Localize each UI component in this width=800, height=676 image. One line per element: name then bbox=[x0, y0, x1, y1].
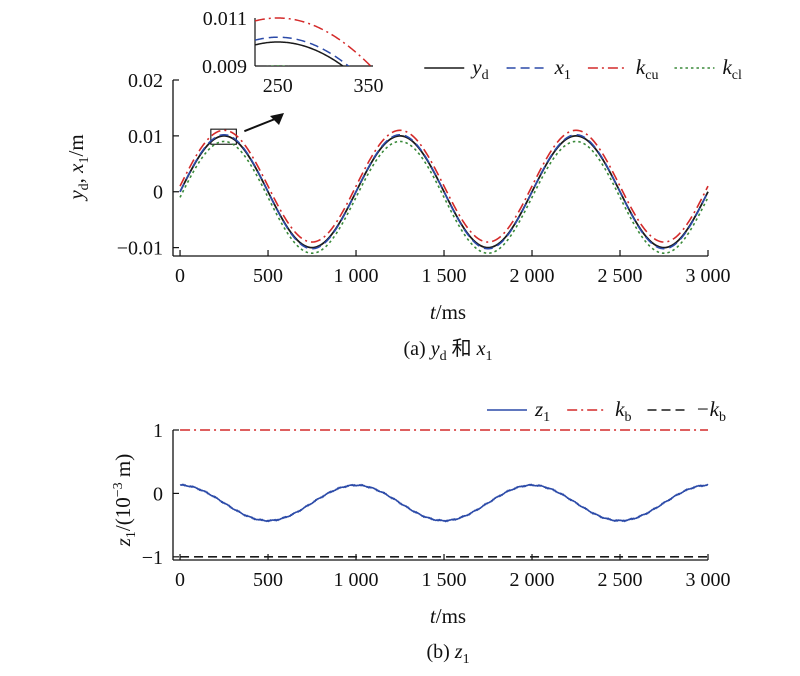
panel-b-x-tick-label: 3 000 bbox=[686, 569, 731, 591]
inset-x-tick-label: 350 bbox=[353, 75, 383, 97]
panel-b-axes: 0 500 1 000 1 500 2 000 2 500 3 000 −1 0 1 bbox=[142, 420, 731, 591]
series-k-cu bbox=[179, 129, 709, 243]
panel-a-legend-label: kcl bbox=[722, 55, 742, 83]
panel-a-axes: 0 500 1 000 1 500 2 000 2 500 3 000 −0.01 0 0.01 0… bbox=[117, 70, 731, 287]
panel-a-x-tick-label: 500 bbox=[253, 265, 283, 287]
panel-a-inset: 250 350 0.009 0.011 bbox=[202, 8, 383, 97]
panel-b-legend-label: z1 bbox=[534, 397, 550, 425]
inset-series-k-cu bbox=[255, 17, 372, 66]
inset-series bbox=[255, 17, 372, 66]
panel-a-y-tick-label: 0.02 bbox=[128, 70, 163, 92]
series-k-cl bbox=[179, 140, 709, 255]
panel-a-legend-label: x1 bbox=[554, 55, 571, 83]
panel-a-x-tick-label: 1 000 bbox=[334, 265, 379, 287]
inset-x-tick-label: 250 bbox=[263, 75, 293, 97]
panel-b-x-tick-label: 2 500 bbox=[598, 569, 643, 591]
panel-b-x-tick-label: 1 500 bbox=[422, 569, 467, 591]
zoom-region-rect bbox=[210, 128, 237, 145]
panel-a-legend-label: yd bbox=[470, 55, 488, 83]
panel-b-legend: z1 kb −kb bbox=[486, 397, 727, 425]
panel-a-x-tick-label: 3 000 bbox=[686, 265, 731, 287]
series-x-1 bbox=[179, 133, 709, 250]
panel-b-y-tick-label: 1 bbox=[153, 420, 163, 442]
panel-b-x-tick-label: 500 bbox=[253, 569, 283, 591]
panel-a-x-tick-label: 2 000 bbox=[510, 265, 555, 287]
inset-y-tick-label: 0.009 bbox=[202, 56, 247, 78]
panel-a-ylabel: yd, x1/m bbox=[64, 134, 92, 201]
panel-b-x-tick-label: 0 bbox=[175, 569, 185, 591]
panel-b-y-tick-label: −1 bbox=[142, 547, 163, 569]
panel-b-x-tick-label: 1 000 bbox=[334, 569, 379, 591]
panel-a-x-tick-label: 1 500 bbox=[422, 265, 467, 287]
zoom-arrow-head bbox=[270, 113, 284, 125]
panel-b-ylabel: z1/(10−3 m) bbox=[111, 454, 139, 548]
panel-b: 0 500 1 000 1 500 2 000 2 500 3 000 −1 0 1 z1 kb −k… bbox=[111, 397, 731, 667]
panel-a-x-tick-label: 2 500 bbox=[598, 265, 643, 287]
panel-a-x-tick-label: 0 bbox=[175, 265, 185, 287]
panel-a-y-tick-label: 0 bbox=[153, 182, 163, 204]
panel-a-y-tick-label: −0.01 bbox=[117, 238, 163, 260]
inset-series-y-d bbox=[255, 41, 345, 66]
inset-series-x-1 bbox=[255, 36, 350, 66]
panel-b-x-tick-label: 2 000 bbox=[510, 569, 555, 591]
panel-a-legend: yd x1 kcu kcl bbox=[424, 55, 742, 83]
panel-b-legend-label: −kb bbox=[696, 397, 727, 425]
panel-a-caption: (a) yd 和 x1 bbox=[404, 337, 493, 364]
panel-a: 0 500 1 000 1 500 2 000 2 500 3 000 −0.01 0 0.01 0… bbox=[64, 8, 742, 364]
series-z-1 bbox=[179, 483, 709, 523]
panel-a-series bbox=[179, 129, 709, 255]
panel-b-y-tick-label: 0 bbox=[153, 483, 163, 505]
panel-b-xlabel: t/ms bbox=[430, 604, 466, 628]
series-y-d bbox=[179, 134, 709, 249]
zoom-region-box bbox=[210, 113, 284, 145]
panel-b-legend-label: kb bbox=[615, 397, 631, 425]
panel-b-series bbox=[179, 429, 709, 558]
panel-a-xlabel: t/ms bbox=[430, 300, 466, 324]
panel-a-legend-label: kcu bbox=[636, 55, 659, 83]
panel-b-caption: (b) z1 bbox=[426, 641, 469, 667]
inset-y-tick-label: 0.011 bbox=[203, 8, 247, 30]
panel-a-y-tick-label: 0.01 bbox=[128, 126, 163, 148]
